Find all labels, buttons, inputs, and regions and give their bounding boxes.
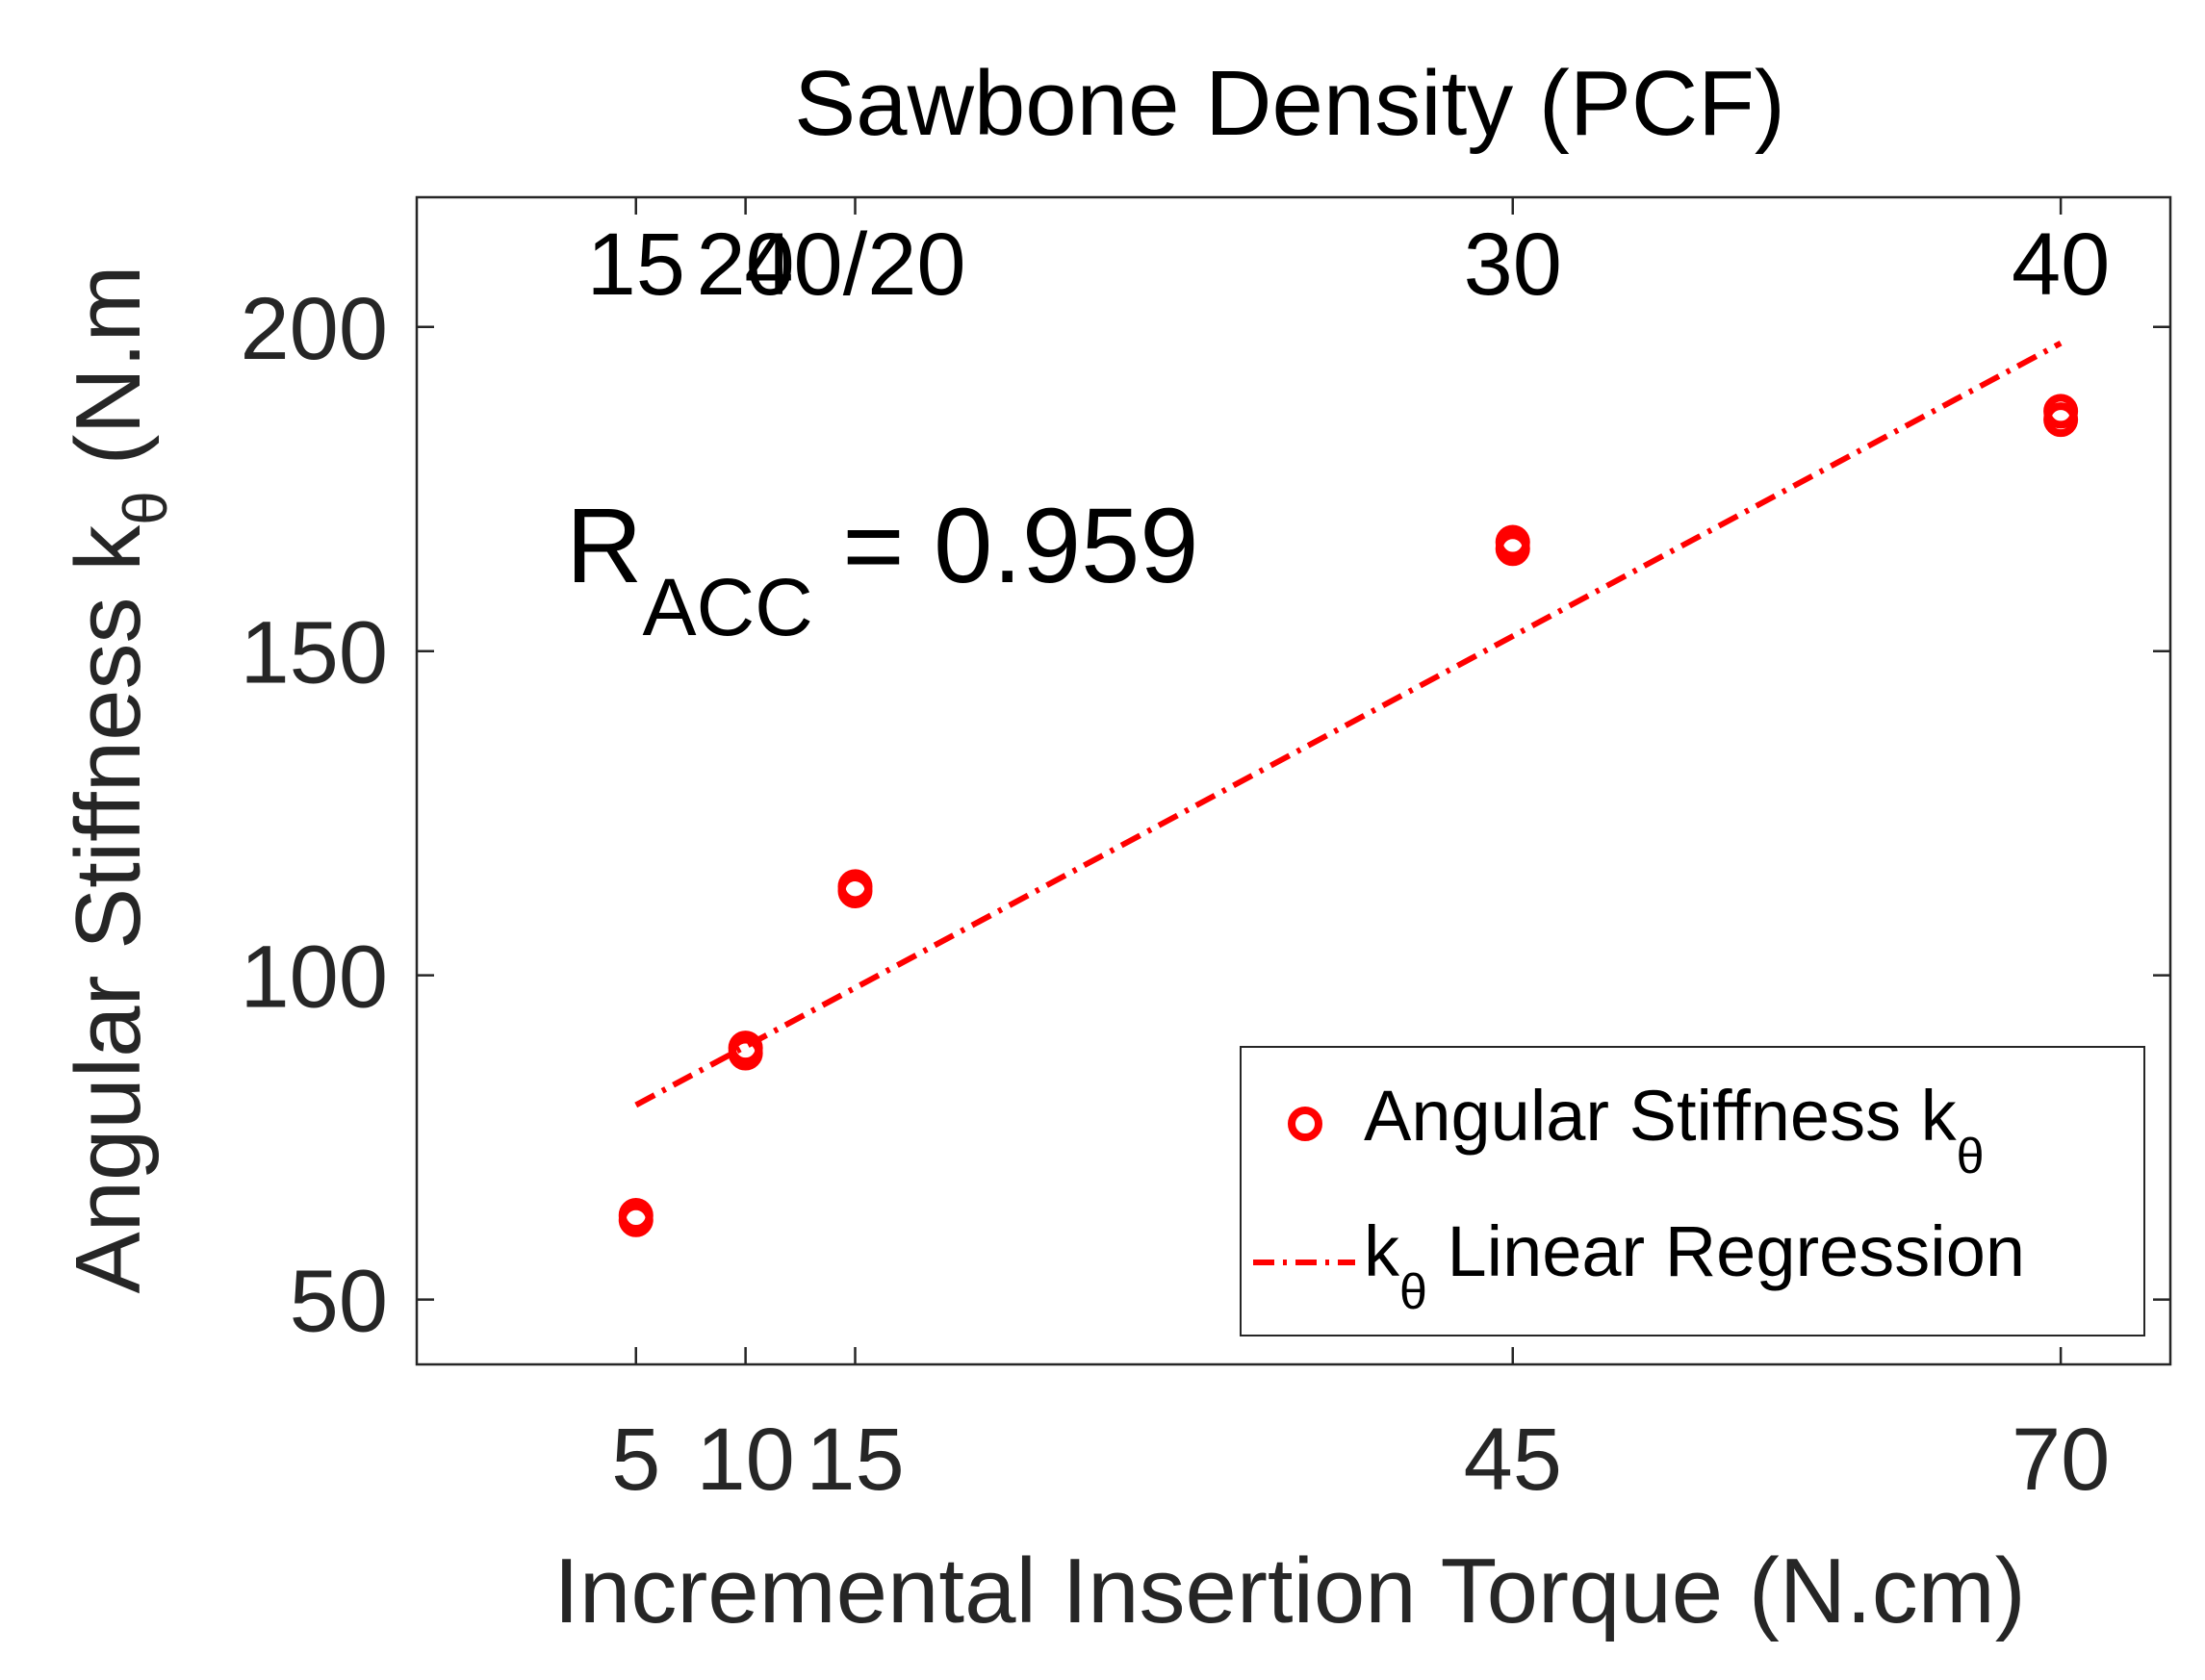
legend-box [1240, 1046, 2145, 1336]
y-tick-label: 150 [241, 604, 389, 702]
y-tick-label: 200 [241, 280, 389, 378]
x-tick-label: 10 [696, 1411, 794, 1509]
annotation-main: R [566, 487, 642, 605]
data-point [2043, 394, 2079, 429]
legend-label-scatter-subscript: θ [1957, 1129, 1985, 1184]
y-axis-label-subscript: θ [111, 491, 180, 525]
top-axis-tick-label: 30 [1464, 216, 1562, 314]
correlation-annotation: RACC = 0.959 [566, 487, 1198, 652]
legend-label-regression-subscript: θ [1399, 1264, 1427, 1320]
y-axis-label-main: Angular Stiffness k [57, 524, 160, 1294]
top-axis-tick-label: 20 [696, 216, 794, 314]
y-axis-label-suffix: (N.m [57, 266, 160, 492]
top-axis-tick-label: 15 [587, 216, 685, 314]
x-tick-label: 15 [806, 1411, 904, 1509]
chart-title: Sawbone Density (PCF) [794, 52, 1785, 155]
annotation-subscript: ACC [642, 562, 812, 652]
legend-label-regression-prefix: k [1364, 1211, 1400, 1291]
legend-label-scatter-main: Angular Stiffness k [1364, 1076, 1958, 1156]
regression-line [634, 340, 2063, 1108]
y-axis-label: Angular Stiffness kθ (N.m [57, 266, 180, 1294]
annotation-value: = 0.959 [813, 487, 1199, 605]
data-point [1495, 524, 1530, 560]
legend-label-scatter: Angular Stiffness kθ [1364, 1076, 1985, 1184]
legend: Angular Stiffness kθ kθ Linear Regressio… [1240, 1046, 2145, 1336]
legend-label-regression: kθ Linear Regression [1364, 1211, 2025, 1320]
x-tick-label: 70 [2012, 1411, 2110, 1509]
legend-label-regression-main: Linear Regression [1427, 1211, 2025, 1291]
data-point [618, 1198, 654, 1234]
x-tick-label: 5 [611, 1411, 660, 1509]
legend-marker-scatter [1288, 1107, 1322, 1141]
data-point [837, 869, 873, 904]
series-layer [618, 340, 2079, 1237]
x-axis-label: Incremental Insertion Torque (N.cm) [553, 1540, 2025, 1642]
data-point [728, 1031, 763, 1066]
top-axis-tick-label: 40 [2012, 216, 2110, 314]
top-axis-tick-label: 40/20 [744, 216, 965, 314]
y-tick-label: 50 [290, 1253, 388, 1351]
x-tick-label: 45 [1464, 1411, 1562, 1509]
y-tick-label: 100 [241, 929, 389, 1027]
plot-frame [415, 195, 2172, 1366]
